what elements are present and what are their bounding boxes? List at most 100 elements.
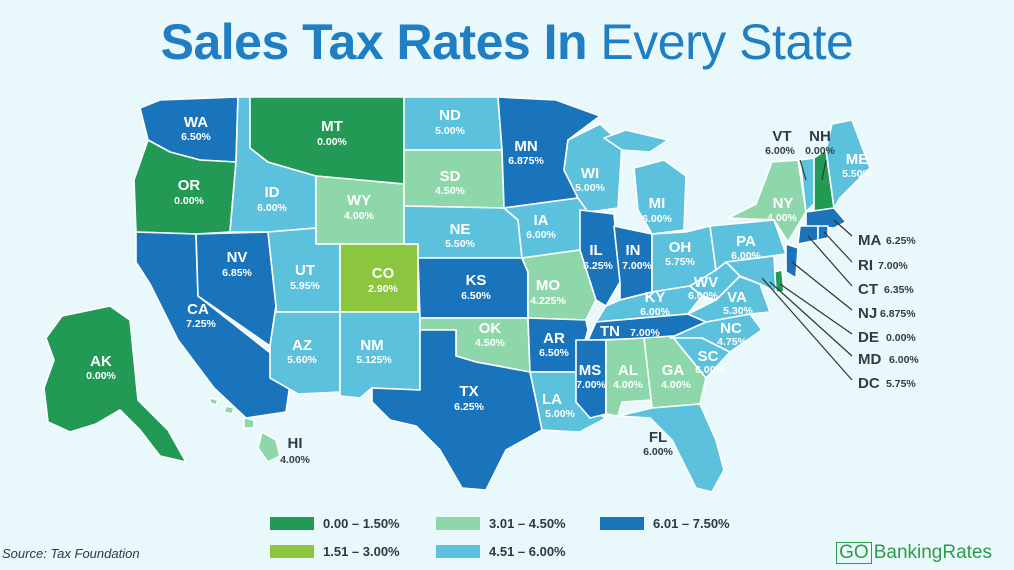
rate-ar: 6.50% (539, 347, 569, 359)
state-shape-TX (371, 329, 543, 491)
rate-pa: 6.00% (731, 250, 761, 262)
brand-logo: GO BankingRates (836, 542, 992, 564)
label-tn: TN (600, 323, 620, 340)
rate-in: 7.00% (622, 260, 652, 272)
label-nm: NM (360, 337, 383, 354)
label-sc: SC (698, 348, 719, 365)
label-in: IN (626, 242, 641, 259)
rate-ca: 7.25% (186, 318, 216, 330)
label-az: AZ (292, 337, 312, 354)
title-light-part: Every State (600, 14, 854, 70)
label-ct: CT (858, 281, 878, 298)
label-ma: MA (858, 232, 881, 249)
rate-ky: 6.00% (640, 306, 670, 318)
rate-ny: 4.00% (767, 212, 797, 224)
state-shape-HI-oahu (223, 405, 235, 415)
label-ut: UT (295, 262, 315, 279)
label-vt: VT (772, 128, 791, 145)
state-shape-NY (727, 159, 807, 243)
rate-or: 0.00% (174, 195, 204, 207)
legend-swatch (270, 544, 314, 558)
label-ks: KS (466, 272, 487, 289)
rate-ma: 6.25% (886, 235, 916, 247)
state-shape-HI-big (257, 431, 281, 463)
label-mt: MT (321, 118, 343, 135)
state-shape-CT (797, 225, 819, 245)
legend-item-bin1: 0.00 – 1.50% (270, 513, 400, 533)
rate-sc: 6.00% (695, 364, 725, 376)
rate-ct: 6.35% (884, 284, 914, 296)
rate-wi: 5.00% (575, 182, 605, 194)
state-shape-GA (643, 335, 707, 409)
label-me: ME (846, 151, 869, 168)
leader-ct (807, 235, 853, 287)
label-or: OR (178, 177, 201, 194)
leader-md (769, 281, 853, 357)
label-nh: NH (809, 128, 831, 145)
rate-az: 5.60% (287, 354, 317, 366)
label-oh: OH (669, 239, 692, 256)
state-shape-MI (633, 159, 687, 235)
leader-ma (833, 219, 853, 237)
rate-wv: 6.00% (688, 290, 718, 302)
label-la: LA (542, 391, 562, 408)
rate-hi: 4.00% (280, 454, 310, 466)
label-wv: WV (694, 274, 718, 291)
label-mi: MI (649, 195, 666, 212)
state-shape-MD (725, 255, 777, 293)
label-ok: OK (479, 320, 502, 337)
rate-ks: 6.50% (461, 290, 491, 302)
legend-label: 0.00 – 1.50% (323, 515, 400, 531)
label-dc: DC (858, 375, 880, 392)
rate-mi: 6.00% (642, 213, 672, 225)
rate-tx: 6.25% (454, 401, 484, 413)
label-ak: AK (90, 353, 112, 370)
label-wi: WI (581, 165, 599, 182)
label-sd: SD (440, 168, 461, 185)
label-nj: NJ (858, 305, 877, 322)
leader-ri (823, 231, 853, 263)
label-ia: IA (534, 212, 549, 229)
legend-swatch (436, 516, 480, 530)
state-shape-MI-upper (603, 129, 669, 153)
rate-dc: 5.75% (886, 378, 916, 390)
label-ca: CA (187, 301, 209, 318)
label-hi: HI (288, 435, 303, 452)
rate-nv: 6.85% (222, 267, 252, 279)
label-mo: MO (536, 277, 560, 294)
label-ri: RI (858, 257, 873, 274)
label-il: IL (589, 242, 602, 259)
label-ne: NE (450, 221, 471, 238)
rate-nm: 5.125% (356, 354, 392, 366)
rate-mt: 0.00% (317, 136, 347, 148)
rate-ut: 5.95% (290, 280, 320, 292)
leader-nh (821, 159, 827, 181)
rate-de: 0.00% (886, 332, 916, 344)
state-shape-FL (617, 403, 725, 493)
rate-la: 5.00% (545, 408, 575, 420)
legend-label: 6.01 – 7.50% (653, 515, 730, 531)
label-ny: NY (773, 195, 794, 212)
label-co: CO (372, 265, 395, 282)
legend-item-bin4: 4.51 – 6.00% (436, 541, 566, 561)
title-bold-part: Sales Tax Rates In (160, 14, 588, 70)
label-mn: MN (514, 138, 537, 155)
state-shape-HI-kauai (209, 397, 219, 406)
label-wy: WY (347, 192, 371, 209)
label-wa: WA (184, 114, 208, 131)
leader-nj (791, 261, 853, 311)
callout-labels: VT 6.00% NH 0.00% MA 6.25% RI 7.00% CT 6… (765, 128, 919, 392)
legend-swatch (270, 516, 314, 530)
rate-fl: 6.00% (643, 446, 673, 458)
rate-nc: 4.75% (717, 336, 747, 348)
rate-ia: 6.00% (526, 229, 556, 241)
rate-co: 2.90% (368, 283, 398, 295)
rate-sd: 4.50% (435, 185, 465, 197)
rate-wy: 4.00% (344, 210, 374, 222)
rate-vt: 6.00% (765, 145, 795, 157)
rate-md: 6.00% (889, 354, 919, 366)
state-shape-WI (563, 123, 623, 213)
label-ar: AR (543, 330, 565, 347)
state-shape-HI-maui (243, 417, 255, 429)
legend-label: 4.51 – 6.00% (489, 543, 566, 559)
